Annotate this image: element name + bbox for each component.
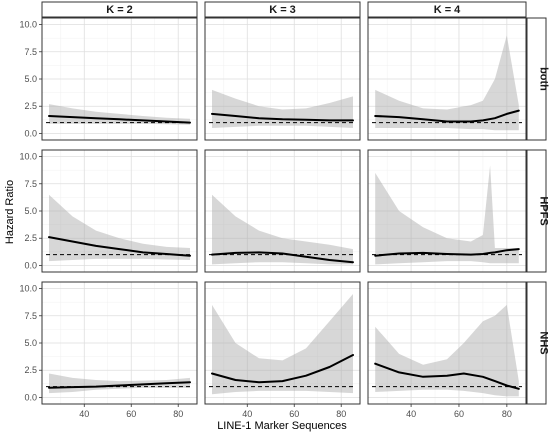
panel-nhs-k-2: [41, 281, 198, 405]
row-strip-label: HPFS: [538, 196, 550, 225]
y-tick-label: 2.5: [24, 101, 37, 111]
confidence-band: [212, 89, 353, 128]
panel-border: [204, 149, 361, 273]
confidence-band: [375, 35, 519, 131]
x-tick-label: 40: [406, 409, 416, 419]
y-tick-label: 0.0: [24, 128, 37, 138]
y-axes: 0.0 2.5 5.0 7.5 10.0 0.0 2.5 5.0 7.5 10.0 0.0 2.5 5.…: [19, 20, 42, 402]
y-tick-label: 5.0: [24, 74, 37, 84]
hazard-ratio-line: [211, 354, 354, 384]
confidence-band: [375, 165, 519, 265]
hazard-ratio-line: [211, 112, 354, 122]
y-tick-label: 2.5: [24, 233, 37, 243]
y-tick-label: 7.5: [24, 47, 37, 57]
panel-both-k-2: [41, 17, 198, 141]
panel-border: [367, 17, 527, 141]
row-strip-label: both: [538, 67, 550, 91]
panel-both-k-4: [367, 17, 527, 141]
x-axes: 40 60 80 40 60 80 40 60 80: [79, 404, 512, 419]
column-strip-k-2: [41, 1, 198, 18]
x-tick-label: 80: [173, 409, 183, 419]
panel-border: [367, 281, 527, 405]
confidence-band: [49, 373, 190, 394]
column-strip-label: K = 3: [269, 4, 296, 16]
x-tick-label: 40: [242, 409, 252, 419]
confidence-band: [212, 294, 353, 395]
panel-hpfs-k-3: [204, 149, 361, 273]
y-tick-label: 0.0: [24, 260, 37, 270]
x-tick-label: 80: [502, 409, 512, 419]
row-strips: both HPFS NHS: [526, 17, 550, 405]
panel-nhs-k-3: [204, 281, 361, 405]
confidence-band: [212, 194, 353, 265]
row-strip-hpfs: [526, 149, 547, 273]
hazard-ratio-line: [374, 248, 520, 257]
hazard-ratio-line: [48, 115, 191, 124]
y-tick-label: 7.5: [24, 311, 37, 321]
y-tick-label: 2.5: [24, 365, 37, 375]
hazard-ratio-line: [374, 362, 520, 390]
hazard-ratio-line: [48, 236, 191, 257]
row-strip-nhs: [526, 281, 547, 405]
column-strip-k-4: [367, 1, 527, 18]
y-tick-label: 10.0: [19, 284, 37, 294]
panel-both-k-3: [204, 17, 361, 141]
y-axis-title: Hazard Ratio: [4, 180, 16, 244]
hazard-ratio-line: [374, 109, 520, 123]
panel-border: [367, 149, 527, 273]
y-tick-label: 10.0: [19, 152, 37, 162]
confidence-band: [49, 104, 190, 125]
panel-hpfs-k-4: [367, 149, 527, 273]
panel-nhs-k-4: [367, 281, 527, 405]
row-strip-both: [526, 17, 547, 141]
column-strips: K = 2 K = 3 K = 4: [41, 1, 527, 18]
y-tick-label: 10.0: [19, 20, 37, 30]
panels: [41, 17, 527, 405]
y-tick-label: 7.5: [24, 179, 37, 189]
y-tick-label: 5.0: [24, 206, 37, 216]
hazard-ratio-line: [211, 251, 354, 264]
panel-border: [204, 281, 361, 405]
panel-border: [204, 17, 361, 141]
panel-hpfs-k-2: [41, 149, 198, 273]
x-tick-label: 60: [289, 409, 299, 419]
x-tick-label: 60: [454, 409, 464, 419]
x-tick-label: 60: [126, 409, 136, 419]
hazard-ratio-line: [48, 381, 191, 389]
y-tick-label: 5.0: [24, 338, 37, 348]
column-strip-label: K = 4: [434, 4, 461, 16]
column-strip-label: K = 2: [106, 4, 133, 16]
y-tick-label: 0.0: [24, 392, 37, 402]
x-axis-title: LINE-1 Marker Sequences: [217, 420, 347, 432]
confidence-band: [375, 304, 519, 397]
column-strip-k-3: [204, 1, 361, 18]
row-strip-label: NHS: [538, 331, 550, 354]
x-tick-label: 80: [336, 409, 346, 419]
x-tick-label: 40: [79, 409, 89, 419]
